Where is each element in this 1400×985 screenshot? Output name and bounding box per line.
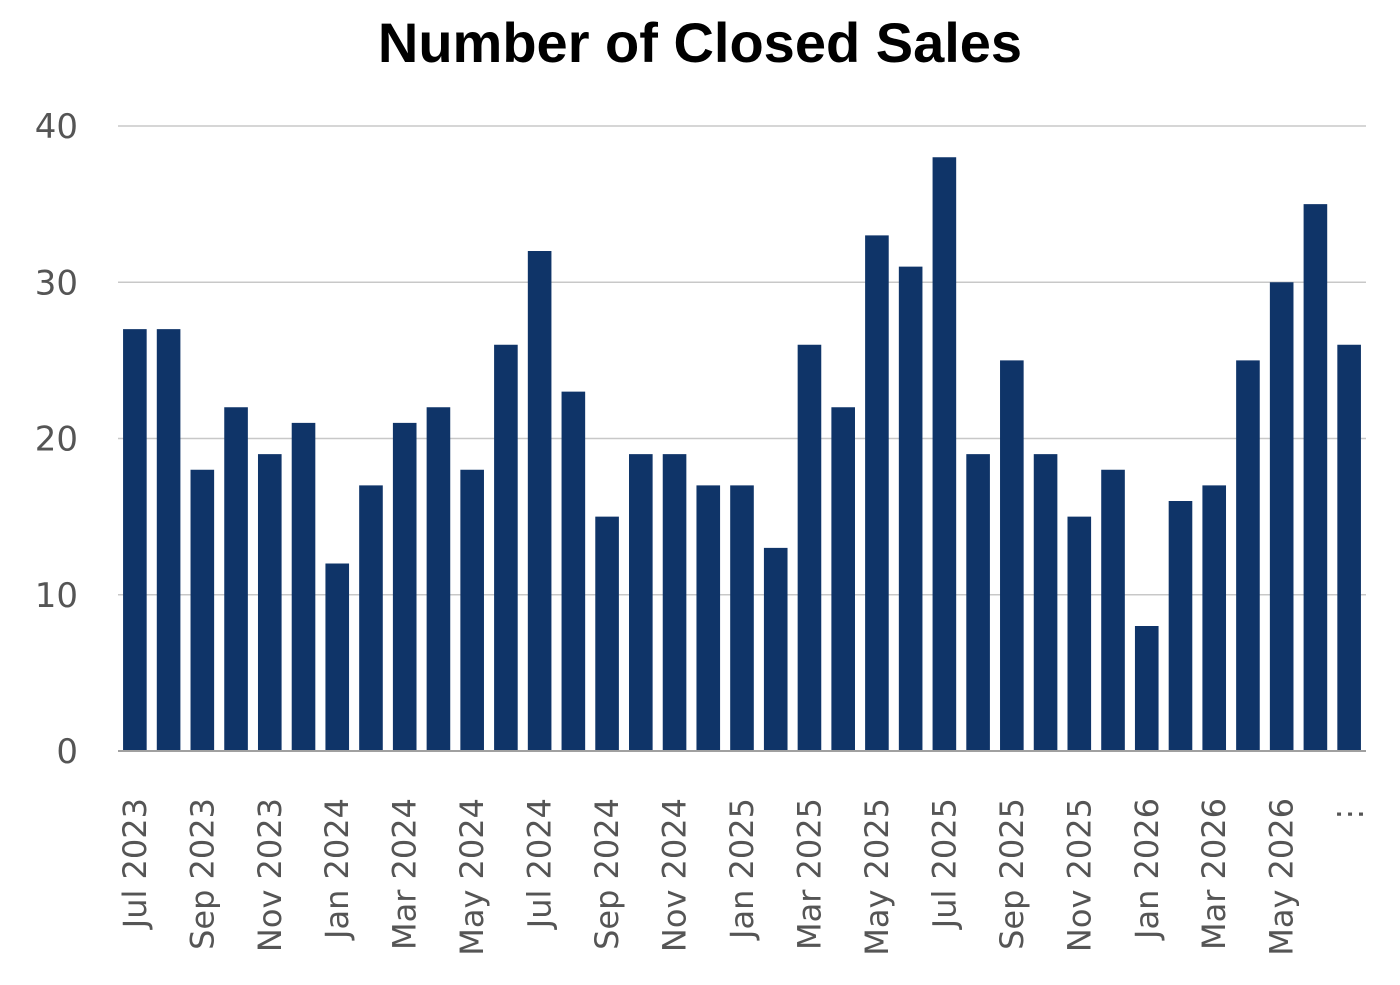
x-tick-label: Jul 2023	[116, 798, 154, 930]
bar	[460, 469, 484, 751]
x-tick-label: May 2024	[453, 798, 491, 956]
bar	[1000, 360, 1024, 752]
x-tick-label: Mar 2024	[386, 798, 424, 950]
bar	[966, 454, 990, 752]
y-tick-label: 40	[35, 107, 78, 147]
x-tick-label: Sep 2025	[993, 798, 1031, 950]
bar	[392, 422, 417, 752]
bar	[831, 407, 855, 751]
bar	[494, 344, 518, 751]
x-axis-ticks: Jul 2023 Sep 2023 Nov 2023 Jan 2024 Mar 2024…	[116, 798, 1368, 956]
x-tick-label: Nov 2023	[251, 798, 289, 952]
bar	[629, 454, 653, 752]
bar	[1101, 469, 1125, 751]
bar	[123, 329, 147, 752]
bar	[898, 266, 923, 752]
x-tick-label: Jul 2025	[925, 798, 963, 930]
bar	[190, 469, 215, 751]
x-tick-label: Jan 2025	[723, 798, 761, 941]
y-tick-label: 0	[56, 732, 78, 772]
bar	[426, 407, 451, 751]
bar	[696, 485, 721, 752]
bar	[595, 516, 619, 752]
x-tick-label: Sep 2023	[183, 798, 221, 950]
x-tick-label: Jan 2026	[1128, 798, 1166, 941]
x-tick-label: Mar 2025	[790, 798, 828, 950]
bar	[1269, 282, 1294, 751]
bar	[1236, 360, 1260, 752]
bar	[325, 563, 350, 751]
bar	[1067, 516, 1092, 752]
x-tick-label: Jul 2024	[521, 798, 559, 930]
y-axis-ticks: 0 10 20 30 40	[35, 107, 78, 772]
bar	[932, 157, 957, 751]
bar	[1337, 344, 1361, 751]
bar	[1168, 501, 1193, 751]
x-tick-label: ⋮	[1330, 798, 1368, 830]
y-tick-label: 30	[35, 263, 78, 303]
x-tick-label: Nov 2024	[656, 798, 694, 952]
bar	[1033, 454, 1058, 752]
bar	[730, 485, 754, 752]
y-tick-label: 10	[35, 576, 78, 616]
x-tick-label: Nov 2025	[1060, 798, 1098, 952]
bar	[797, 344, 822, 751]
bar	[224, 407, 248, 751]
chart-title: Number of Closed Sales	[377, 11, 1023, 74]
bar	[865, 235, 889, 752]
bar	[359, 485, 383, 752]
bars	[123, 157, 1361, 752]
bar	[561, 391, 586, 752]
bar	[527, 251, 552, 751]
bar	[763, 547, 788, 752]
x-tick-label: May 2025	[858, 798, 896, 956]
bar	[1202, 485, 1227, 752]
bar	[1303, 204, 1328, 752]
y-tick-label: 20	[35, 420, 78, 460]
bar	[291, 422, 316, 752]
x-tick-label: Jan 2024	[318, 798, 356, 941]
bar	[1134, 626, 1159, 751]
bar	[662, 454, 687, 752]
x-tick-label: Mar 2026	[1195, 798, 1233, 950]
x-tick-label: Sep 2024	[588, 798, 626, 950]
bar	[257, 454, 282, 752]
x-tick-label: May 2026	[1263, 798, 1301, 956]
bar	[156, 329, 181, 752]
